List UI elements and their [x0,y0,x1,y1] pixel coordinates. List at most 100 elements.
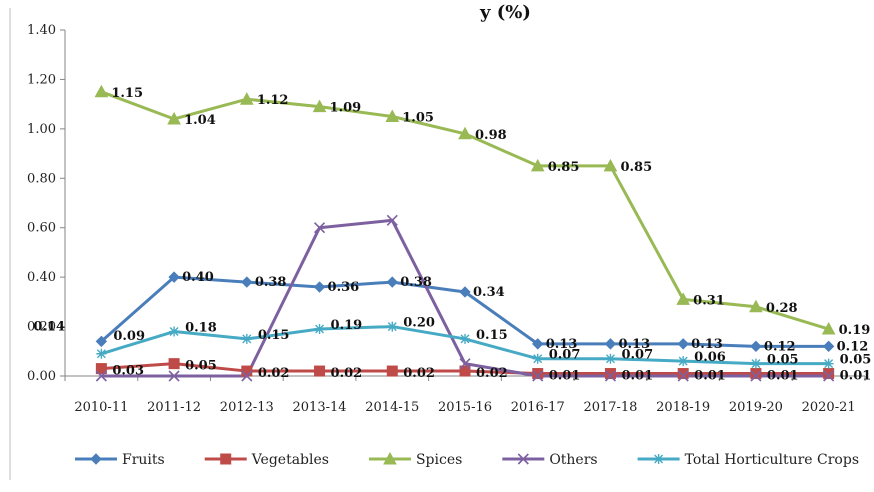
x-tick-label: 2019-20 [729,400,783,415]
data-label-fruits: 0.13 [546,337,578,352]
data-point-vegetables [314,365,326,377]
data-label-total-horticulture-crops: 0.05 [840,353,872,368]
data-label-vegetables: 0.05 [185,359,217,374]
x-tick-label: 2014-15 [365,400,419,415]
data-label-spices: 0.28 [766,301,798,316]
data-point-total-horticulture-crops [460,333,470,344]
data-point-spices [239,92,254,105]
legend-marker-vegetables [220,453,232,465]
data-point-others [459,358,471,370]
data-point-fruits [604,338,617,350]
data-point-total-horticulture-crops [532,353,543,364]
x-tick-label: 2020-21 [802,400,856,415]
data-label-fruits: 0.13 [691,337,723,352]
x-tick-label: 2017-18 [583,400,637,415]
data-label-vegetables: 0.01 [767,369,799,384]
data-label-total-horticulture-crops: 0.15 [476,328,508,343]
data-label-fruits: 0.38 [400,275,432,290]
y-tick-label: 1.00 [27,122,56,137]
data-point-vegetables [677,368,689,380]
data-label-spices: 1.09 [330,101,362,116]
data-point-spices [676,292,691,305]
series-markers [94,84,836,382]
data-point-vegetables [459,365,471,377]
x-tick-label: 2015-16 [438,400,492,415]
data-label-total-horticulture-crops: 0.07 [621,348,653,363]
data-label-spices: 1.12 [257,93,289,108]
data-point-spices [749,299,763,313]
data-point-spices [385,109,400,122]
legend-marker-others [517,453,529,465]
data-point-others [386,214,398,226]
data-label-spices: 0.85 [620,160,652,175]
data-point-others [168,370,180,382]
data-label-fruits: 0.40 [182,270,214,285]
data-point-fruits [313,281,326,293]
legend-label-spices: Spices [416,452,462,468]
data-point-total-horticulture-crops [750,358,761,369]
data-point-fruits [750,340,762,353]
data-label-fruits: 0.36 [328,280,360,295]
chart-title: y (%) [479,2,531,23]
data-point-fruits [532,338,544,350]
x-tick-label: 2016-17 [511,400,565,415]
data-point-others [95,370,107,382]
data-label-total-horticulture-crops: 0.15 [258,328,290,343]
data-label-vegetables: 0.01 [549,369,581,384]
legend-label-fruits: Fruits [122,452,165,468]
data-label-vegetables: 0.02 [331,366,363,381]
data-point-spices [530,158,545,172]
data-label-total-horticulture-crops: 0.05 [767,353,799,368]
data-point-others [823,370,835,382]
data-point-vegetables [532,368,544,380]
data-label-spices: 0.98 [475,128,507,143]
data-label-spices: 0.19 [839,323,871,338]
data-point-spices [167,111,181,125]
y-tick-label: 0.60 [27,221,56,236]
data-point-vegetables [604,368,616,380]
data-label-fruits: 0.12 [764,339,796,354]
data-point-vegetables [168,358,180,370]
data-point-spices [458,126,472,140]
data-label-vegetables: 0.02 [258,366,290,381]
data-point-total-horticulture-crops [241,333,252,344]
data-point-others [677,370,689,382]
data-point-total-horticulture-crops [96,348,107,359]
data-point-spices [821,321,836,335]
y-tick-label: 0.80 [27,171,56,186]
data-point-vegetables [386,365,398,377]
legend-label-others: Others [549,452,597,468]
data-label-spices: 0.31 [693,293,725,308]
x-tick-label: 2010-11 [74,400,128,415]
data-label-spices: 1.05 [402,111,434,126]
data-point-vegetables [95,363,107,375]
data-label-vegetables: 0.02 [476,366,508,381]
y-tick-label: 1.40 [27,23,56,38]
data-label-fruits: 0.14 [33,319,65,334]
data-label-vegetables: 0.01 [840,369,872,384]
data-point-total-horticulture-crops [823,358,834,369]
data-point-fruits [386,276,398,288]
x-tick-label: 2011-12 [147,400,201,415]
data-label-total-horticulture-crops: 0.18 [185,321,217,336]
data-point-others [241,370,253,382]
data-label-total-horticulture-crops: 0.06 [694,350,726,365]
y-tick-label: 0.40 [27,270,56,285]
data-label-spices: 1.04 [184,113,216,128]
data-label-spices: 0.85 [548,160,580,175]
data-label-fruits: 0.34 [473,285,505,300]
data-labels: 0.14 0.40 0.38 0.36 0.38 0.34 0.13 0.13 0.13 0.12… [33,86,871,384]
data-point-total-horticulture-crops [169,326,180,337]
data-point-fruits [241,276,253,288]
data-point-total-horticulture-crops [387,321,398,332]
data-label-spices: 1.15 [111,86,143,101]
data-point-others [313,222,326,234]
x-tick-label: 2012-13 [220,400,274,415]
data-label-vegetables: 0.01 [694,369,726,384]
legend-marker-fruits [90,453,102,465]
y-tick-label: 0.20 [27,320,56,335]
data-label-vegetables: 0.03 [112,364,144,379]
data-label-fruits: 0.12 [837,339,869,354]
